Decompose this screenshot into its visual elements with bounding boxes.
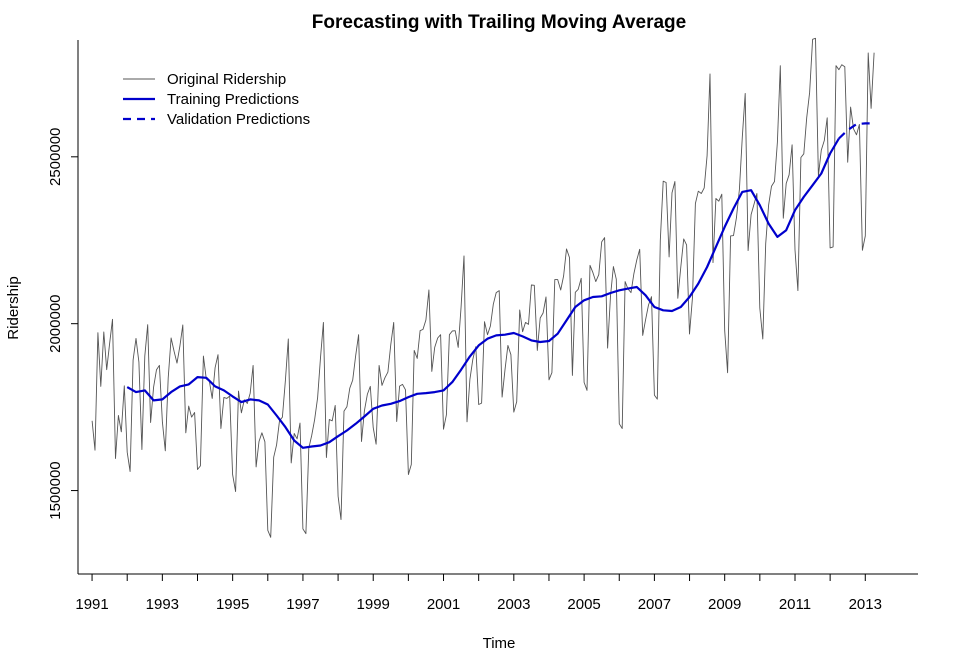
x-tick-label: 1997 (286, 596, 319, 613)
chart-title: Forecasting with Trailing Moving Average (312, 12, 686, 33)
legend-label-training: Training Predictions (167, 91, 299, 108)
axes: 1991 1993 1995 1997 1999 2001 2003 2005 2007 2009… (47, 40, 918, 613)
y-tick-label: 1500000 (47, 461, 64, 519)
x-tick-label: 2011 (779, 596, 811, 613)
x-tick-label: 2003 (497, 596, 530, 613)
y-tick-label: 2000000 (47, 294, 64, 352)
x-tick-label: 2009 (708, 596, 741, 613)
x-tick-label: 1995 (216, 596, 249, 613)
x-tick-label: 2013 (849, 596, 882, 613)
series-line-training-predictions (126, 137, 840, 449)
series-line-validation-predictions (838, 122, 875, 140)
x-axis-label: Time (483, 635, 516, 652)
legend-label-original: Original Ridership (167, 71, 286, 88)
series-line-original-ridership (91, 37, 875, 538)
x-tick-label: 1999 (357, 596, 390, 613)
x-tick-label: 2005 (567, 596, 600, 613)
legend-label-validation: Validation Predictions (167, 111, 310, 128)
x-tick-label: 2001 (427, 596, 460, 613)
plot-area (91, 37, 875, 538)
y-tick-label: 2500000 (47, 128, 64, 186)
x-tick-label: 2007 (638, 596, 671, 613)
y-axis-label: Ridership (5, 276, 22, 339)
legend: Original Ridership Training Predictions … (123, 71, 310, 128)
x-tick-label: 1993 (146, 596, 179, 613)
x-tick-label: 1991 (75, 596, 108, 613)
